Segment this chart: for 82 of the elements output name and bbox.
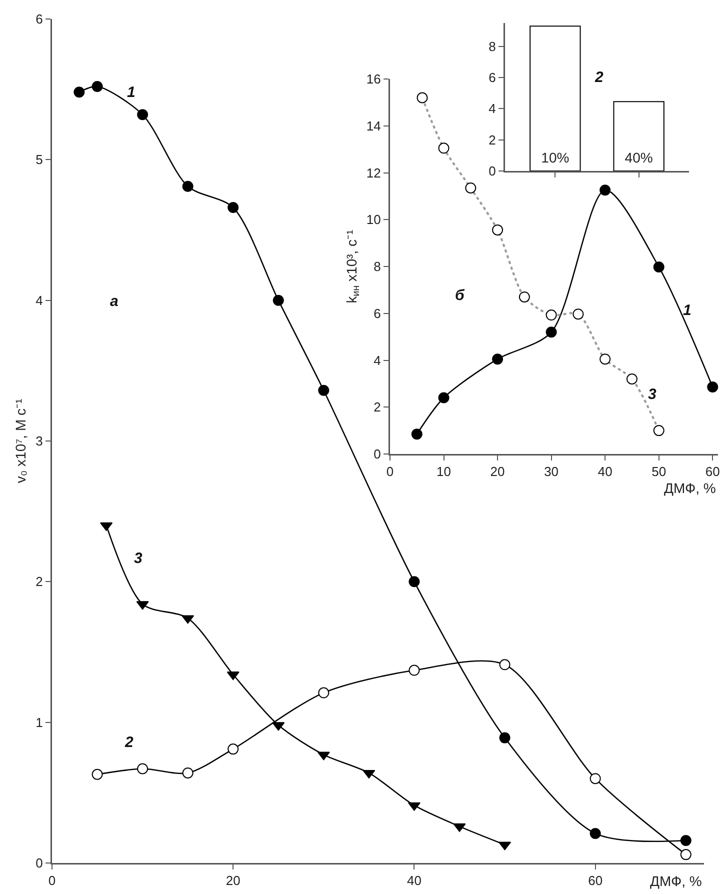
point [590, 773, 601, 784]
y-tick-label: 6 [36, 12, 43, 27]
point [272, 294, 284, 306]
point [411, 428, 422, 440]
y-tick-label: 6 [488, 70, 496, 86]
x-tick-label: 0 [386, 464, 394, 480]
point [600, 354, 611, 365]
point [438, 392, 450, 404]
y-tick-label: 5 [36, 152, 43, 168]
x-tick-label: 10 [436, 464, 452, 480]
x-tick-label: 0 [48, 873, 56, 888]
y-tick-label: 8 [488, 38, 496, 54]
x-tick-label: 40 [598, 464, 612, 480]
point [600, 184, 611, 196]
point [318, 384, 330, 396]
point [74, 86, 85, 98]
point [438, 142, 450, 154]
point [318, 687, 330, 698]
point [408, 664, 420, 676]
y-tick-label: 4 [36, 292, 43, 308]
y-axis-title: v₀ x10⁷, М с⁻¹ [12, 398, 29, 484]
point [518, 291, 530, 302]
point [653, 425, 664, 436]
point [680, 834, 692, 846]
point [416, 92, 428, 104]
point [228, 202, 239, 213]
y-tick-label: 1 [36, 714, 43, 730]
point [137, 109, 148, 120]
y-tick-label: 4 [488, 101, 496, 116]
y-tick-label: 4 [374, 352, 381, 368]
y-tick-label: 12 [366, 165, 381, 180]
x-tick-label: 60 [588, 873, 603, 888]
annotation: 2 [124, 734, 134, 751]
y-tick-label: 10 [366, 212, 381, 228]
point [228, 744, 239, 755]
x-tick-label: 40 [406, 873, 422, 888]
point [653, 261, 664, 272]
point [182, 767, 194, 778]
annotation: б [455, 287, 465, 304]
annotation: 1 [127, 84, 136, 101]
point [499, 732, 510, 744]
annotation: 3 [648, 386, 657, 403]
x-tick-label: 30 [544, 464, 559, 480]
point [626, 374, 638, 384]
y-tick-label: 2 [374, 400, 381, 415]
y-tick-label: 0 [488, 164, 496, 179]
point [92, 81, 103, 92]
x-axis-title: ДМФ, % [664, 480, 716, 496]
point [92, 768, 103, 780]
x-axis-title: ДМФ, % [650, 873, 702, 889]
x-tick-label: 10% [541, 149, 570, 166]
x-tick-label: 60 [705, 464, 720, 480]
y-tick-label: 0 [374, 446, 381, 462]
point [465, 182, 476, 194]
point [546, 310, 557, 321]
annotation: а [110, 293, 118, 310]
point [546, 326, 557, 338]
y-tick-label: 0 [36, 856, 43, 871]
x-tick-label: 20 [490, 464, 505, 480]
x-tick-label: 20 [226, 873, 240, 888]
point [572, 308, 584, 320]
point [137, 763, 148, 774]
y-tick-label: 2 [488, 132, 496, 148]
point [492, 354, 504, 365]
y-tick-label: 2 [36, 574, 43, 590]
point [492, 224, 504, 236]
y-tick-label: 14 [366, 118, 381, 134]
x-tick-label: 40% [624, 149, 653, 166]
x-tick-label: 50 [652, 464, 666, 480]
point [499, 659, 510, 670]
annotation: 2 [594, 69, 604, 86]
annotation: 3 [134, 550, 143, 567]
point [182, 180, 194, 192]
point [408, 576, 420, 588]
y-tick-label: 6 [374, 306, 381, 321]
annotation: 1 [683, 302, 692, 319]
y-tick-label: 8 [374, 259, 381, 274]
y-tick-label: 16 [366, 72, 381, 87]
point [590, 828, 601, 839]
y-tick-label: 3 [36, 434, 43, 449]
point [680, 849, 692, 860]
point [707, 381, 718, 392]
